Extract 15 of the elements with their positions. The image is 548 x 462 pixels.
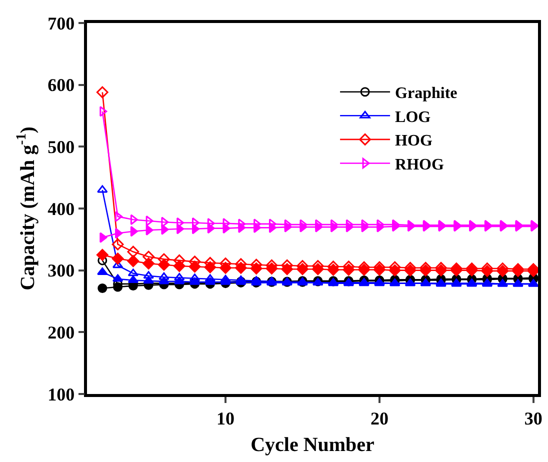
y-tick-label: 200 <box>48 322 75 342</box>
legend-label: RHOG <box>395 156 444 174</box>
legend-label: LOG <box>395 108 432 126</box>
x-axis-title: Cycle Number <box>250 434 375 456</box>
x-tick-label: 10 <box>216 408 235 428</box>
x-tick-label: 30 <box>524 408 542 428</box>
y-tick-label: 500 <box>48 136 75 157</box>
legend-label: Graphite <box>395 85 458 102</box>
y-tick-label: 300 <box>48 260 75 281</box>
y-tick-label: 600 <box>48 75 75 96</box>
y-tick-label: 100 <box>48 384 75 404</box>
legend-label: HOG <box>395 132 433 150</box>
y-tick-label: 400 <box>48 198 75 219</box>
x-tick-label: 20 <box>370 408 388 428</box>
y-tick-label: 700 <box>48 13 75 34</box>
